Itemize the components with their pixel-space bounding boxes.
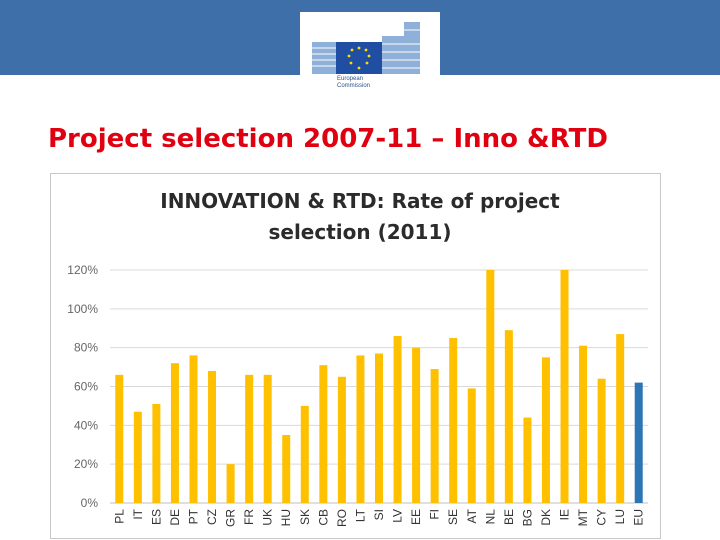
chart-title-line2: selection (2011) (268, 220, 452, 244)
x-tick-label: EE (409, 509, 423, 525)
x-tick-label: IT (131, 508, 145, 519)
organisation-line2: Commission (337, 83, 371, 89)
bar-nl (486, 270, 495, 503)
x-tick-label: SI (372, 509, 386, 520)
x-tick-label: LT (353, 508, 367, 522)
x-tick-label: EU (632, 509, 646, 526)
x-tick-label: ES (149, 509, 163, 525)
page-title: Project selection 2007-11 – Inno &RTD (48, 124, 608, 154)
x-tick-label: HU (279, 509, 293, 526)
chart-title-line1: INNOVATION & RTD: Rate of project (160, 189, 560, 213)
bar-lu (616, 334, 625, 503)
x-tick-label: AT (465, 508, 479, 523)
x-tick-label: LV (391, 509, 405, 523)
x-tick-label: MT (576, 508, 590, 526)
organisation-name: European Commission (337, 76, 397, 90)
x-tick-label: CZ (205, 509, 219, 525)
bar-se (449, 337, 458, 503)
bar-uk (263, 374, 272, 503)
bar-sk (300, 405, 309, 503)
bar-lt (356, 355, 365, 503)
chart-title: INNOVATION & RTD: Rate of project select… (110, 186, 610, 248)
bar-cb (319, 365, 328, 503)
bar-es (152, 403, 161, 503)
x-tick-label: SE (446, 509, 460, 525)
bar-fi (430, 369, 439, 503)
bar-gr (226, 464, 235, 503)
bar-fr (245, 374, 254, 503)
bar-pt (189, 355, 198, 503)
x-tick-label: NL (483, 509, 497, 525)
x-tick-label: SK (298, 509, 312, 525)
chart-frame (50, 173, 661, 539)
x-tick-label: CB (316, 509, 330, 526)
y-tick-label: 40% (74, 418, 98, 432)
bar-de (170, 363, 179, 503)
bar-dk (541, 357, 550, 503)
bar-lv (393, 336, 402, 503)
bar-pl (115, 374, 124, 503)
european-commission-logo (300, 12, 440, 102)
y-tick-label: 120% (67, 263, 98, 277)
bar-ro (337, 376, 346, 503)
x-tick-label: FR (242, 509, 256, 525)
x-tick-label: FI (428, 509, 442, 520)
x-tick-label: BG (520, 509, 534, 526)
x-tick-label: DK (539, 509, 553, 526)
bar-cz (208, 370, 217, 503)
x-tick-label: GR (224, 509, 238, 527)
y-tick-label: 80% (74, 341, 98, 355)
bar-eu (634, 382, 643, 503)
x-tick-label: UK (261, 509, 275, 526)
x-tick-label: PT (186, 508, 200, 524)
bar-at (467, 388, 476, 503)
bar-be (504, 330, 513, 503)
y-tick-label: 20% (74, 457, 98, 471)
x-tick-label: CY (595, 509, 609, 526)
bar-si (375, 353, 383, 503)
x-tick-label: RO (335, 509, 349, 527)
bar-ie (560, 270, 569, 503)
x-tick-label: DE (168, 509, 182, 526)
x-tick-label: PL (112, 509, 126, 524)
bar-ee (412, 347, 421, 503)
bar-bg (523, 417, 532, 503)
x-tick-label: LU (613, 509, 627, 524)
y-tick-label: 60% (74, 380, 98, 394)
y-tick-label: 100% (67, 302, 98, 316)
bar-it (133, 411, 142, 503)
x-tick-label: BE (502, 509, 516, 525)
bar-cy (597, 378, 606, 503)
bar-mt (579, 345, 588, 503)
bar-hu (282, 435, 291, 503)
y-tick-label: 0% (81, 496, 99, 510)
x-tick-label: IE (558, 509, 572, 520)
ec-building-flag-icon (312, 22, 420, 74)
organisation-line1: European (337, 76, 364, 82)
